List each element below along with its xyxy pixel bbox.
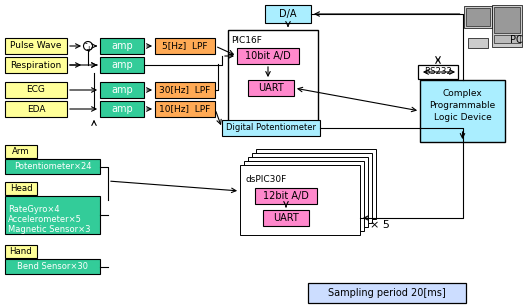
Text: 10[Hz]  LPF: 10[Hz] LPF: [160, 104, 210, 114]
Text: 5[Hz]  LPF: 5[Hz] LPF: [162, 41, 208, 50]
Bar: [5, 182, 37, 195]
Bar: [256, 149, 376, 219]
Bar: [100, 57, 144, 73]
Text: amp: amp: [111, 104, 133, 114]
Text: UART: UART: [273, 213, 299, 223]
Text: 12bit A/D: 12bit A/D: [263, 191, 309, 201]
Bar: [265, 5, 311, 23]
Bar: [263, 210, 309, 226]
Bar: [5, 259, 100, 274]
Text: PIC16F: PIC16F: [231, 36, 262, 45]
Bar: [100, 38, 144, 54]
Bar: [244, 161, 364, 231]
Bar: [155, 101, 215, 117]
Bar: [464, 6, 492, 28]
Text: amp: amp: [111, 85, 133, 95]
Text: Digital Potentiometer: Digital Potentiometer: [226, 123, 316, 133]
Bar: [308, 283, 466, 303]
Bar: [466, 8, 490, 26]
Text: Pulse Wave: Pulse Wave: [10, 41, 62, 50]
Text: +: +: [85, 45, 91, 53]
Text: Arm: Arm: [12, 147, 30, 156]
Bar: [248, 157, 368, 227]
Bar: [5, 145, 37, 158]
Bar: [5, 38, 67, 54]
Bar: [5, 82, 67, 98]
Text: RateGyro×4: RateGyro×4: [8, 205, 59, 214]
Bar: [155, 82, 215, 98]
Bar: [5, 196, 100, 234]
Bar: [494, 7, 520, 33]
Text: Bend Sensor×30: Bend Sensor×30: [17, 262, 88, 271]
Text: PC: PC: [510, 35, 523, 45]
Bar: [5, 101, 67, 117]
Bar: [252, 153, 372, 223]
Text: EDA: EDA: [26, 104, 45, 114]
Bar: [155, 38, 215, 54]
Text: D/A: D/A: [279, 9, 297, 19]
Text: amp: amp: [111, 60, 133, 70]
Bar: [494, 35, 520, 43]
Bar: [468, 38, 488, 48]
Text: RS232: RS232: [424, 68, 452, 76]
Bar: [100, 82, 144, 98]
Bar: [248, 80, 294, 96]
Bar: [418, 65, 458, 79]
Text: 30[Hz]  LPF: 30[Hz] LPF: [160, 86, 210, 95]
Text: Head: Head: [10, 184, 32, 193]
Text: Magnetic Sensor×3: Magnetic Sensor×3: [8, 225, 91, 234]
Text: Hand: Hand: [10, 247, 32, 256]
Bar: [5, 57, 67, 73]
Bar: [5, 159, 100, 174]
Text: ECG: ECG: [26, 86, 46, 95]
Text: Complex: Complex: [443, 90, 482, 99]
Text: Respiration: Respiration: [11, 60, 61, 69]
Text: Sampling period 20[ms]: Sampling period 20[ms]: [328, 288, 446, 298]
Text: amp: amp: [111, 41, 133, 51]
Text: dsPIC30F: dsPIC30F: [246, 175, 287, 184]
Text: 10bit A/D: 10bit A/D: [245, 51, 291, 61]
Text: Logic Device: Logic Device: [434, 114, 491, 122]
Bar: [100, 101, 144, 117]
Bar: [240, 165, 360, 235]
Bar: [237, 48, 299, 64]
Bar: [492, 5, 522, 47]
Text: UART: UART: [258, 83, 284, 93]
Bar: [228, 30, 318, 130]
Text: × 5: × 5: [370, 220, 390, 230]
Text: Potentiometer×24: Potentiometer×24: [14, 162, 91, 171]
Text: Accelerometer×5: Accelerometer×5: [8, 215, 82, 224]
Bar: [222, 120, 320, 136]
Text: Programmable: Programmable: [429, 102, 496, 111]
Bar: [420, 80, 505, 142]
Bar: [255, 188, 317, 204]
Text: -: -: [85, 40, 87, 49]
Bar: [5, 245, 37, 258]
